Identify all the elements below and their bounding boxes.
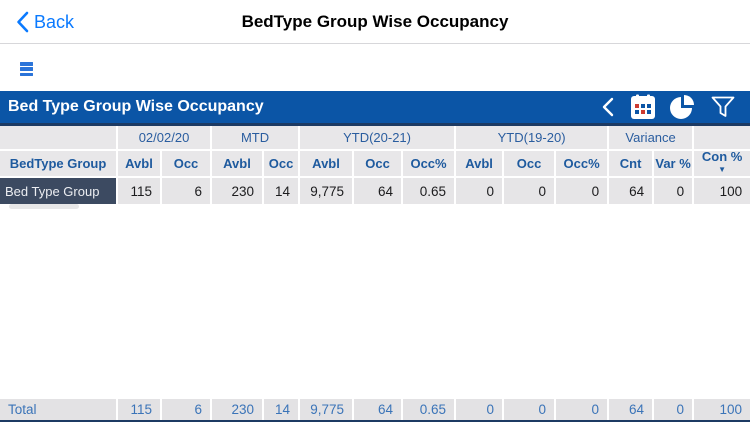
cell-varpct: 0 [654,178,695,204]
total-occpct-1: 0.65 [403,399,456,420]
total-avbl-4: 0 [456,399,504,420]
col-header-avbl-4[interactable]: Avbl [456,151,505,178]
occupancy-table: 02/02/20 MTD YTD(20-21) YTD(19-20) Varia… [0,126,750,204]
back-label: Back [34,11,75,32]
column-group-row: 02/02/20 MTD YTD(20-21) YTD(19-20) Varia… [0,126,750,151]
pie-chart-icon[interactable] [669,94,695,120]
total-occpct-2: 0 [556,399,609,420]
group-ytd-20-21: YTD(20-21) [300,126,457,151]
col-header-occ-3[interactable]: Occ [354,151,404,178]
col-header-occ-4[interactable]: Occ [504,151,557,178]
back-chevron-icon [17,11,29,33]
col-header-avbl-1[interactable]: Avbl [118,151,162,178]
divider-line [0,123,750,126]
cell-avbl-4: 0 [456,178,505,204]
col-header-occpct-1[interactable]: Occ% [403,151,457,178]
col-header-bedtype-group[interactable]: BedType Group [0,151,118,178]
report-toolbar [602,94,750,120]
col-header-occ-1[interactable]: Occ [162,151,213,178]
total-varpct: 0 [654,399,694,420]
sort-desc-icon: ▼ [718,165,727,174]
total-row: Total 115 6 230 14 9,775 64 0.65 0 0 0 6… [0,399,750,420]
total-cnt: 64 [609,399,654,420]
report-title-bar: Bed Type Group Wise Occupancy [0,91,750,123]
bottom-border [0,420,750,422]
group-ytd-19-20: YTD(19-20) [456,126,610,151]
cell-cnt: 64 [609,178,655,204]
group-blank [0,126,118,151]
group-mtd: MTD [212,126,301,151]
group-blank-end [694,126,750,151]
col-header-occ-2[interactable]: Occ [264,151,301,178]
col-header-avbl-3[interactable]: Avbl [300,151,355,178]
col-header-conpct[interactable]: Con % ▼ [694,151,750,178]
cell-occ-2: 14 [264,178,301,204]
chevron-left-icon[interactable] [602,97,614,117]
total-occ-3: 64 [354,399,403,420]
hamburger-menu-icon[interactable] [20,62,33,78]
page-title: BedType Group Wise Occupancy [241,12,509,31]
horizontal-scroll-indicator[interactable] [9,204,79,209]
cell-conpct: 100 [694,178,750,204]
cell-occ-4: 0 [504,178,557,204]
menu-strip [0,44,750,91]
cell-avbl-3: 9,775 [300,178,355,204]
total-avbl-1: 115 [118,399,162,420]
calendar-icon[interactable] [630,94,656,120]
col-header-occpct-2[interactable]: Occ% [556,151,610,178]
cell-occ-1: 6 [162,178,213,204]
top-nav-bar: Back BedType Group Wise Occupancy [0,0,750,44]
back-button[interactable]: Back [16,0,74,44]
total-avbl-3: 9,775 [300,399,354,420]
col-header-conpct-label: Con % [701,151,743,164]
cell-occpct-1: 0.65 [403,178,457,204]
group-date: 02/02/20 [118,126,213,151]
report-title: Bed Type Group Wise Occupancy [8,98,264,115]
filter-funnel-icon[interactable] [710,95,736,119]
group-variance: Variance [609,126,695,151]
total-avbl-2: 230 [212,399,264,420]
table-row: Bed Type Group 115 6 230 14 9,775 64 0.6… [0,178,750,204]
col-header-cnt[interactable]: Cnt [609,151,655,178]
cell-avbl-2: 230 [212,178,265,204]
total-occ-4: 0 [504,399,556,420]
total-label: Total [0,399,118,420]
column-header-row: BedType Group Avbl Occ Avbl Occ Avbl Occ… [0,151,750,178]
cell-occpct-2: 0 [556,178,610,204]
cell-avbl-1: 115 [118,178,162,204]
total-occ-2: 14 [264,399,300,420]
cell-occ-3: 64 [354,178,404,204]
total-conpct: 100 [694,399,750,420]
col-header-avbl-2[interactable]: Avbl [212,151,265,178]
col-header-varpct[interactable]: Var % [654,151,695,178]
row-label-bed-type-group[interactable]: Bed Type Group [0,178,118,204]
total-occ-1: 6 [162,399,212,420]
